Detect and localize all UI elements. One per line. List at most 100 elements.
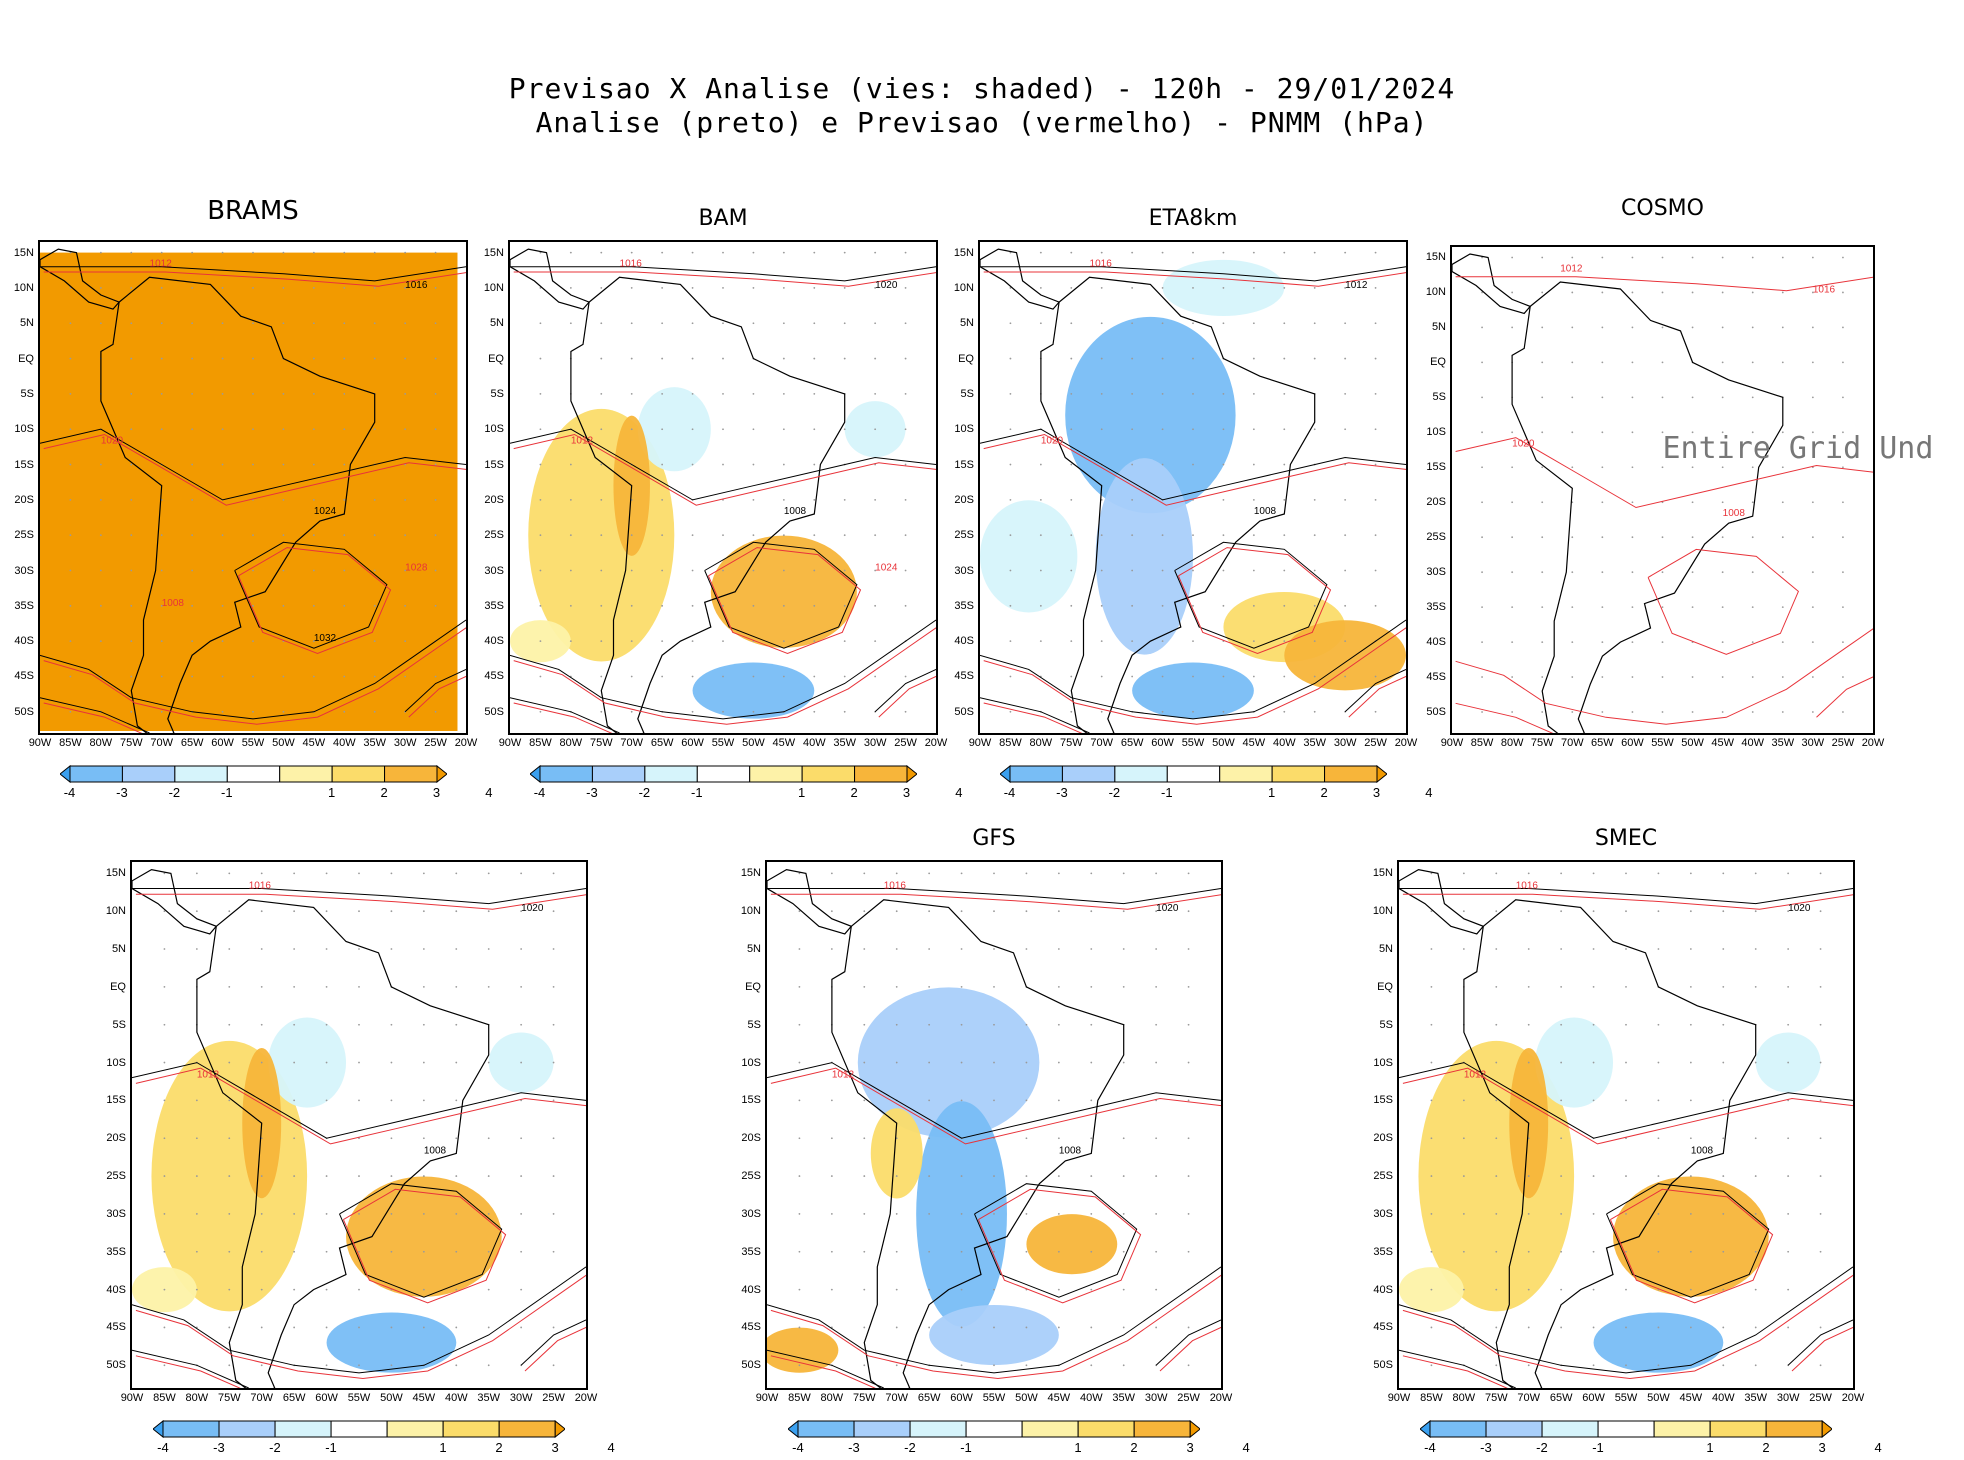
grid-dot [1313,640,1316,643]
grid-dot [1131,569,1134,572]
grid-dot [904,710,907,713]
grid-dot [1374,463,1377,466]
grid-dot [99,251,102,254]
lat-tick-label: 15S [1426,461,1446,474]
analysis-isobar [980,697,1090,733]
grid-dot [1592,1213,1595,1215]
grid-dot [722,710,724,713]
grid-dot [221,428,224,431]
grid-dot [252,675,254,678]
lat-tick-label: 5N [19,317,34,330]
lat-tick-label: 10S [14,423,34,436]
analysis-isobar [1399,1266,1853,1374]
grid-dot [600,463,603,466]
lon-tick-label: 65W [1549,1392,1573,1404]
grid-dot [993,1213,995,1215]
colorbar-swatch [1709,1420,1767,1438]
grid-dot [1155,1175,1158,1177]
contour-label: 1012 [571,435,594,446]
colorbar-label: -4 [792,1440,804,1455]
colorbar-swatch [1376,764,1388,784]
grid-dot [99,498,102,501]
grid-dot [1222,463,1225,466]
lat-tick-label: 50S [106,1359,126,1372]
lat-tick-label: 10N [13,281,34,294]
grid-dot [1495,1061,1498,1064]
grid-dot [1009,428,1012,431]
grid-dot [293,1023,296,1026]
lon-tick-label: 40W [444,1392,468,1404]
grid-dot [1781,291,1784,294]
lon-tick-label: 35W [1303,737,1327,749]
grid-dot [1691,256,1694,259]
forecast-isobar [1348,675,1406,718]
colorbar-label: -1 [691,785,703,800]
grid-dot [1571,571,1574,574]
grid-dot [993,1061,995,1064]
grid-dot [993,1099,995,1102]
grid-dot [895,1326,898,1329]
grid-dot [1187,1137,1190,1140]
grid-dot [904,534,907,537]
grid-dot [404,640,407,643]
grid-dot [195,948,198,950]
grid-dot [1070,534,1073,537]
grid-dot [1631,641,1634,643]
grid-dot [358,1250,360,1253]
grid-dot [1511,466,1514,469]
grid-dot [1155,1288,1158,1291]
grid-dot [904,675,907,678]
grid-dot [1222,534,1225,537]
grid-dot [520,1288,523,1291]
lat-tick-label: 40S [484,635,504,648]
grid-dot [782,534,785,537]
grid-dot [1601,396,1604,399]
lon-tick-label: 80W [559,737,583,749]
grid-dot [99,604,102,607]
contour-label: 1012 [1560,263,1583,274]
grid-dot [1721,571,1724,574]
grid-dot [1601,256,1604,259]
grid-dot [1721,536,1724,539]
grid-dot [1070,463,1073,466]
grid-dot [1625,1061,1627,1064]
grid-dot [260,1326,263,1329]
grid-dot [993,1175,995,1177]
colorbar-label: 4 [607,1440,615,1455]
grid-dot [691,251,694,254]
lon-tick-label: 50W [1681,737,1704,749]
lon-tick-label: 60W [681,737,704,749]
grid-dot [434,251,437,254]
grid-dot [569,463,572,466]
grid-dot [1131,428,1134,431]
lon-tick-label: 75W [119,737,143,749]
grid-dot [1252,322,1255,325]
grid-dot [1192,251,1194,254]
grid-dot [874,392,877,395]
grid-dot [630,604,633,607]
grid-dot [928,1213,931,1215]
lon-tick-label: 75W [1484,1392,1508,1404]
lon-tick-label: 30W [1801,737,1825,749]
grid-dot [487,1288,490,1291]
grid-dot [1430,1099,1433,1102]
grid-dot [863,1288,866,1291]
title-line-1: Previsao X Analise (vies: shaded) - 120h… [508,72,1456,105]
grid-dot [1122,1364,1125,1367]
grid-dot [1252,287,1255,289]
forecast-isobar [1402,1355,1508,1388]
grid-dot [293,1288,296,1291]
contour-label: 1008 [784,506,807,517]
grid-dot [1090,1288,1093,1291]
grid-dot [539,428,542,431]
grid-dot [539,463,542,466]
lon-tick-label: 85W [1420,1392,1443,1404]
lat-tick-label: 35S [106,1245,126,1258]
lat-tick-label: 10S [484,423,504,436]
grid-dot [260,1175,263,1177]
grid-dot [569,569,572,572]
grid-dot [325,1250,328,1253]
grid-dot [1657,1061,1660,1064]
lat-tick-label: 15N [1425,251,1446,264]
